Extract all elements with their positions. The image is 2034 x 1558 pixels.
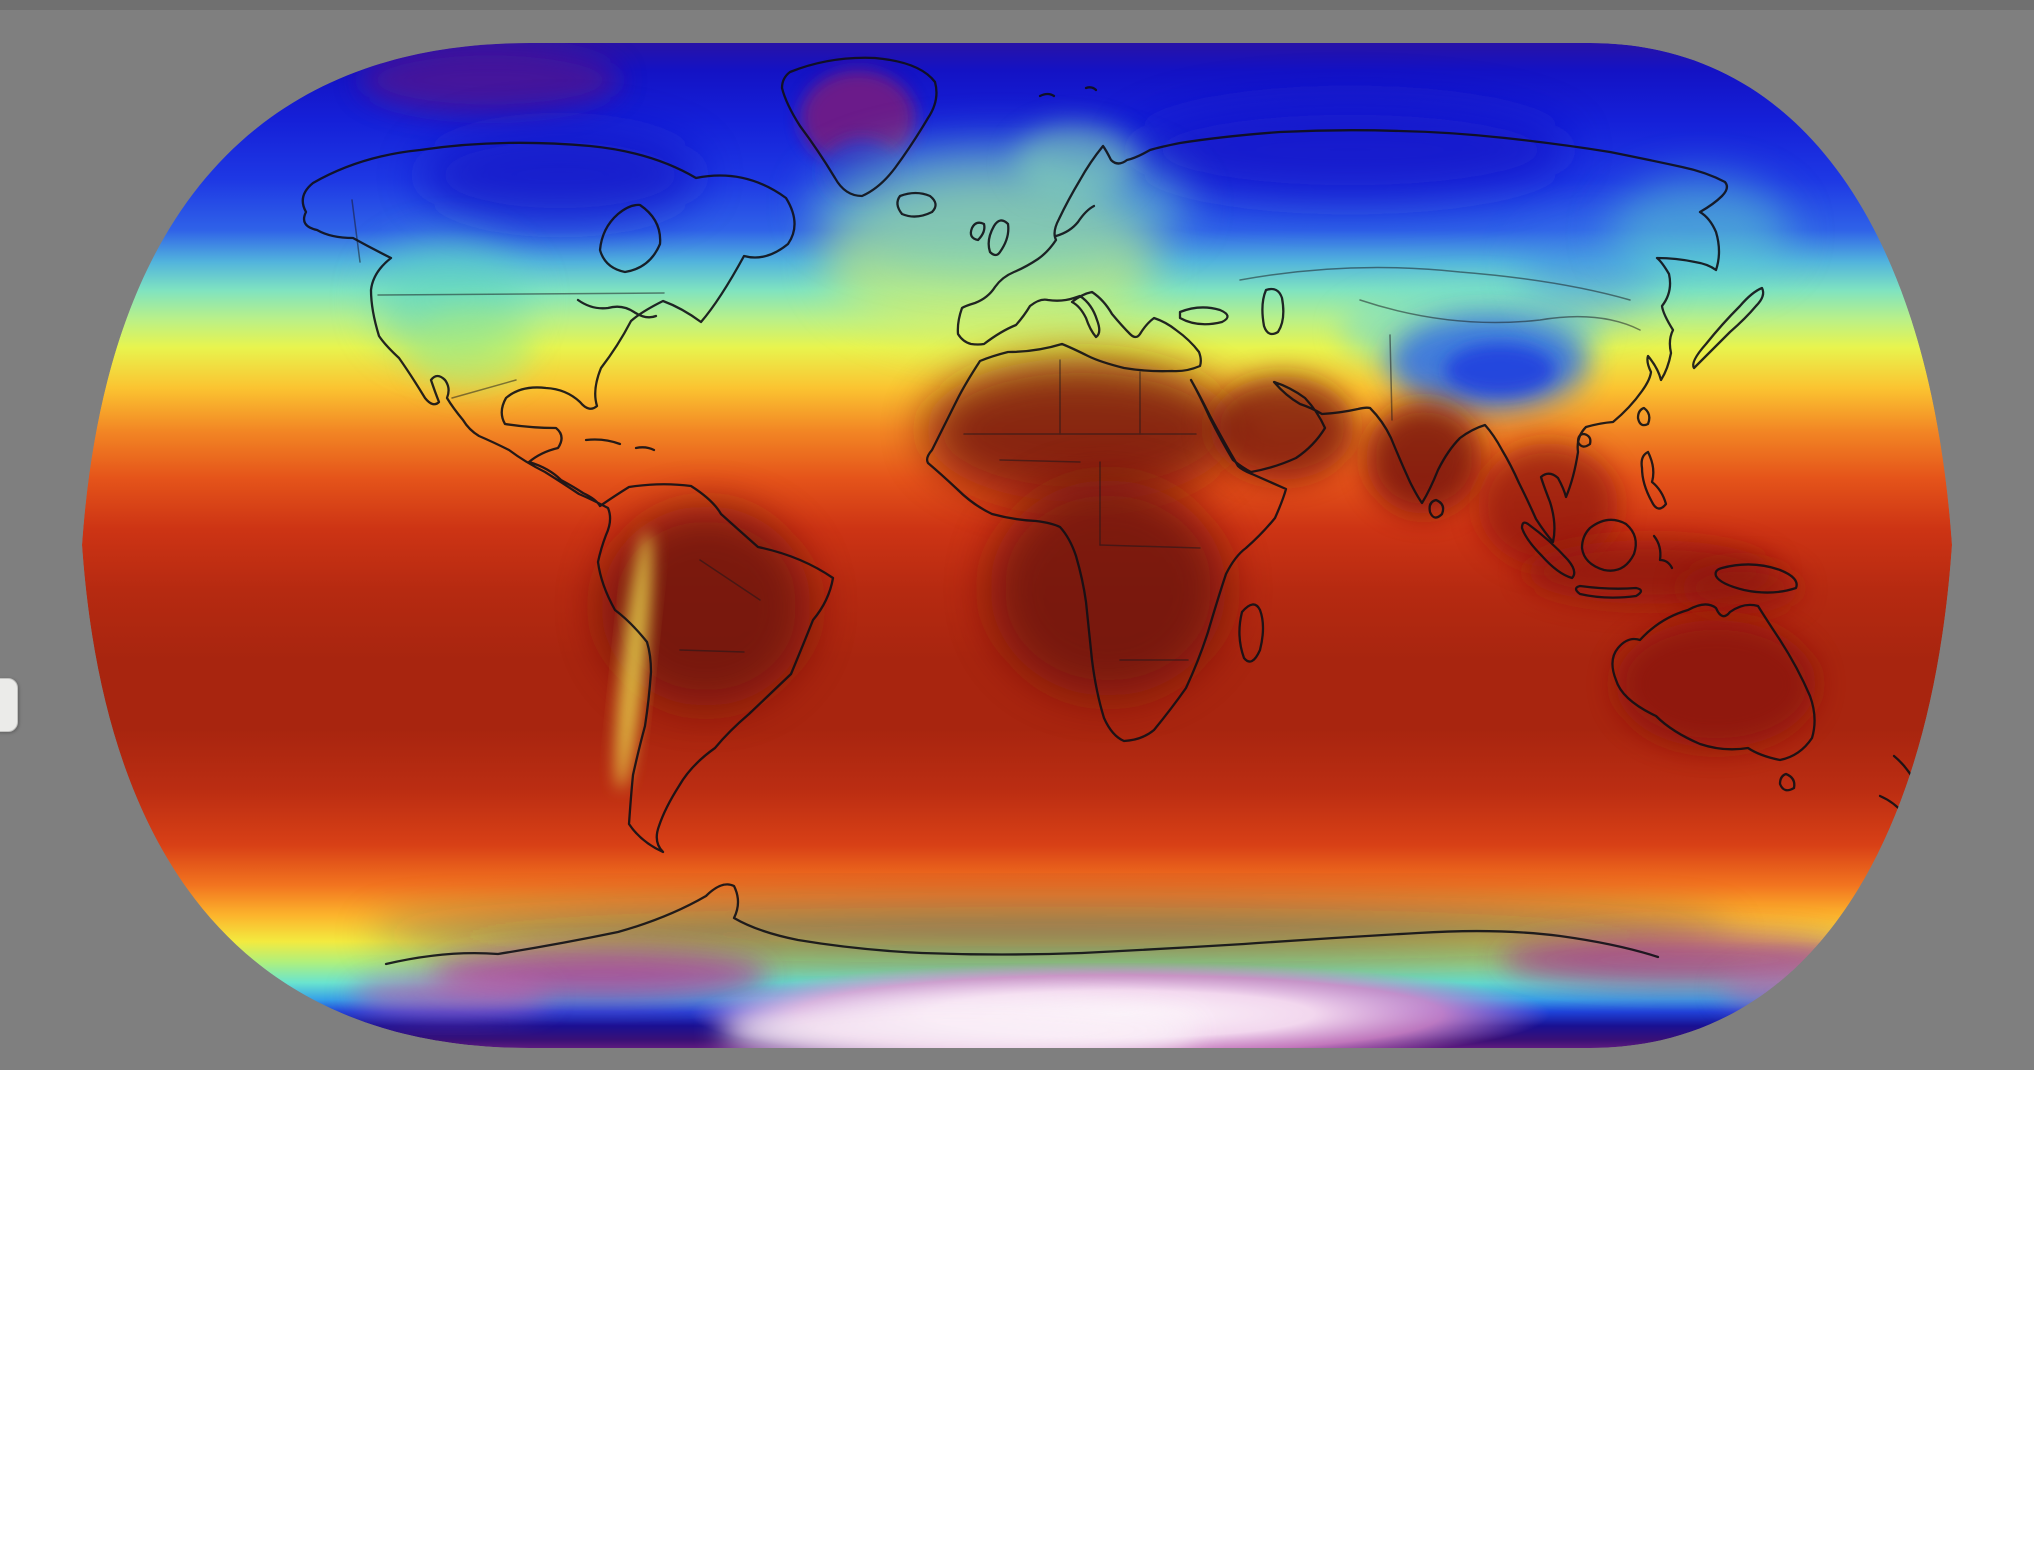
country-borders: [351, 199, 1641, 661]
arctic-purple-blob: [360, 46, 620, 114]
amazon-hot-blob: [601, 506, 811, 706]
rockies-green-patch: [412, 310, 532, 390]
greenland-purple-blob: [800, 70, 916, 166]
antarctic-white-core-2: [720, 996, 1200, 1048]
indochina-hot-blob: [1478, 443, 1618, 567]
map-panel: [0, 0, 2034, 1070]
australia-hot-blob: [1616, 620, 1816, 748]
antarctic-magenta-streak-sw: [350, 975, 550, 1015]
india-hot-blob: [1366, 402, 1482, 514]
temperature-legend: -40-20020406080 -50-40-30-20-100102030 °…: [0, 1070, 2034, 1558]
panel-top-strip: [0, 0, 2034, 10]
tibet-core: [1445, 344, 1555, 396]
norway-coast-mild: [1015, 124, 1135, 200]
coastlines: [301, 56, 1916, 966]
central-africa-hot-blob: [990, 480, 1226, 696]
map-raster: [82, 43, 1952, 1048]
sahara-hot-blob: [925, 358, 1235, 502]
side-drawer-handle[interactable]: [0, 678, 18, 732]
andes-cool-stripe: [615, 530, 653, 790]
canada-cold-blob: [420, 127, 700, 223]
bering-cyan: [1610, 177, 1790, 287]
arabia-hot-blob: [1210, 376, 1354, 480]
siberia-cold-blob: [1130, 100, 1570, 200]
world-temperature-map: [0, 0, 2034, 1070]
southern-ocean-navy-band: [370, 907, 1730, 963]
